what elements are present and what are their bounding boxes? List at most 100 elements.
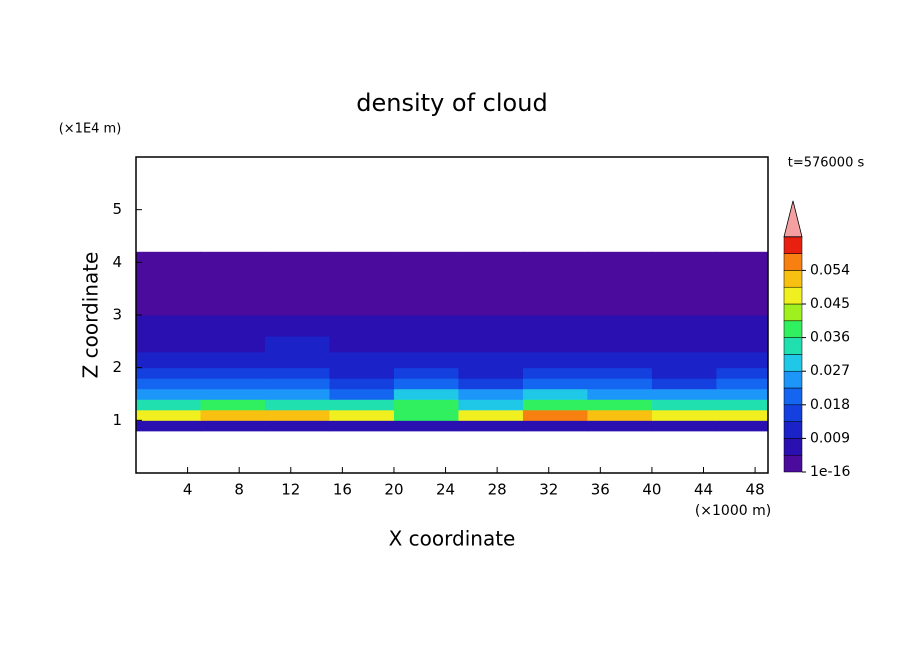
colorbar-label: 0.036	[810, 330, 850, 346]
colorbar-extend	[783, 200, 803, 238]
cell	[200, 409, 266, 421]
cell	[136, 351, 201, 369]
cell	[587, 420, 653, 432]
x-tick-label: 44	[694, 481, 713, 499]
colorbar-box	[783, 404, 803, 422]
cell	[136, 336, 201, 353]
cell	[587, 367, 653, 379]
cell	[458, 409, 524, 421]
cell	[522, 378, 588, 390]
colorbar-box	[783, 370, 803, 389]
cell	[522, 399, 588, 411]
cell	[522, 251, 588, 274]
cell	[393, 378, 459, 390]
cell	[522, 293, 588, 316]
x-tick-label: 36	[591, 481, 610, 499]
x-tick-label: 8	[234, 481, 244, 499]
cell	[136, 315, 201, 337]
cell	[329, 293, 395, 316]
cell	[200, 367, 266, 379]
cell	[716, 367, 769, 379]
colorbar-box	[783, 337, 803, 355]
colorbar-box	[783, 253, 803, 271]
cell	[651, 272, 717, 295]
cell	[651, 351, 717, 369]
cell	[587, 293, 653, 316]
cell	[651, 251, 717, 274]
colorbar-label: 1e-16	[810, 464, 850, 480]
cell	[200, 351, 266, 369]
cell	[458, 367, 524, 379]
cell	[587, 315, 653, 337]
cell	[136, 272, 201, 295]
x-tick-label: 20	[384, 481, 403, 499]
cell	[264, 336, 330, 353]
cell	[264, 315, 330, 337]
cell	[651, 409, 717, 421]
x-axis-label: X coordinate	[389, 527, 516, 551]
cell	[393, 315, 459, 337]
cell	[264, 409, 330, 421]
colorbar-label: 0.027	[810, 363, 850, 379]
cell	[393, 351, 459, 369]
colorbar-box	[783, 303, 803, 322]
cell	[651, 293, 717, 316]
cell	[587, 399, 653, 411]
cell	[716, 272, 769, 295]
cell	[264, 378, 330, 390]
cell	[264, 367, 330, 379]
cell	[458, 293, 524, 316]
cell	[522, 272, 588, 295]
cell	[458, 272, 524, 295]
colorbar-box	[783, 236, 803, 254]
cell	[329, 336, 395, 353]
cell	[587, 351, 653, 369]
colorbar-box	[783, 438, 803, 456]
cell	[329, 351, 395, 369]
chart-title: density of cloud	[356, 89, 547, 117]
y-tick-label: 2	[112, 358, 122, 376]
cell	[716, 378, 769, 390]
cell	[522, 367, 588, 379]
cell	[716, 293, 769, 316]
cell	[329, 388, 395, 400]
cell	[716, 409, 769, 421]
cell	[716, 251, 769, 274]
y-unit: (×1E4 m)	[59, 122, 122, 137]
colorbar-label: 0.054	[810, 262, 850, 278]
colorbar-box	[783, 286, 803, 305]
cell	[329, 420, 395, 432]
cell	[264, 272, 330, 295]
cell	[522, 388, 588, 400]
cell	[264, 399, 330, 411]
cell	[393, 367, 459, 379]
cell	[522, 315, 588, 337]
cell	[651, 378, 717, 390]
cell	[716, 351, 769, 369]
cell	[587, 409, 653, 421]
colorbar-box	[783, 454, 803, 473]
cell	[458, 420, 524, 432]
cell	[393, 293, 459, 316]
cell	[393, 399, 459, 411]
cell	[200, 378, 266, 390]
cell	[393, 420, 459, 432]
cell	[393, 251, 459, 274]
cell	[136, 420, 201, 432]
time-label: t=576000 s	[788, 156, 865, 171]
cell	[716, 399, 769, 411]
cell	[136, 251, 201, 274]
cell	[264, 251, 330, 274]
cell	[651, 336, 717, 353]
cell	[329, 399, 395, 411]
cell	[329, 251, 395, 274]
colorbar-box	[783, 354, 803, 372]
cell	[200, 420, 266, 432]
colorbar-label: 0.009	[810, 430, 850, 446]
y-tick-label: 4	[112, 253, 122, 271]
cell	[716, 420, 769, 432]
cell	[522, 409, 588, 421]
x-tick-label: 32	[539, 481, 558, 499]
x-tick-label: 12	[281, 481, 300, 499]
